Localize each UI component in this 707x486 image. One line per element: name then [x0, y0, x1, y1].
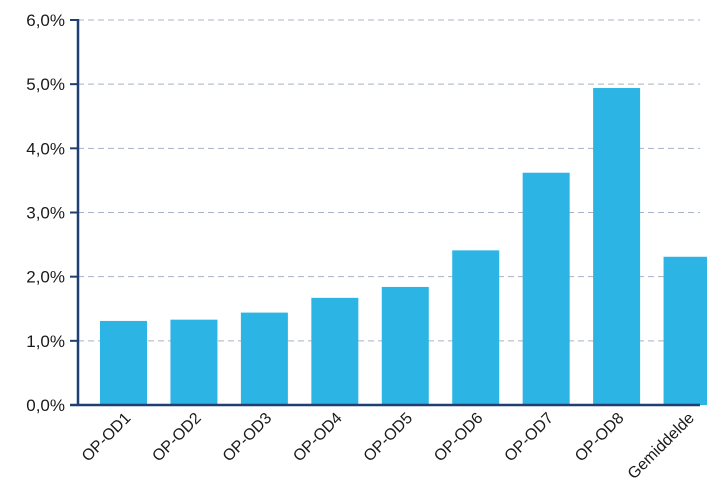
x-tick-labels: OP-OD1 OP-OD2 OP-OD3 OP-OD4 OP-OD5 OP-OD6 OP-O…: [79, 410, 698, 483]
x-tick-label: OP-OD7: [502, 410, 557, 465]
y-tick-label: 3,0%: [26, 204, 65, 223]
bar-op-od3: [240, 312, 288, 405]
bar-gemiddelde: [663, 256, 707, 405]
bars: [100, 88, 707, 406]
x-tick-label: OP-OD2: [149, 410, 204, 465]
bar-op-od8: [593, 88, 641, 406]
x-tick-label: OP-OD3: [220, 410, 275, 465]
y-tick-label: 6,0%: [26, 11, 65, 30]
y-tick-label: 0,0%: [26, 396, 65, 415]
axes: [70, 19, 700, 407]
x-tick-label: OP-OD6: [431, 410, 486, 465]
y-tick-label: 1,0%: [26, 332, 65, 351]
bar-op-od2: [170, 319, 218, 405]
x-tick-label: Gemiddelde: [625, 410, 698, 483]
bar-op-od1: [100, 320, 147, 405]
y-tick-labels: 0,0% 1,0% 2,0% 3,0% 4,0% 5,0% 6,0%: [26, 11, 65, 415]
bar-op-od6: [452, 250, 500, 405]
x-tick-label: OP-OD8: [572, 410, 627, 465]
y-tick-label: 4,0%: [26, 139, 65, 158]
bar-op-od4: [311, 297, 359, 405]
x-tick-label: OP-OD5: [361, 410, 416, 465]
y-tick-label: 5,0%: [26, 75, 65, 94]
x-tick-label: OP-OD1: [79, 410, 134, 465]
x-tick-label: OP-OD4: [290, 410, 345, 465]
y-tick-label: 2,0%: [26, 268, 65, 287]
bar-op-od5: [381, 286, 429, 405]
bar-op-od7: [522, 172, 570, 405]
